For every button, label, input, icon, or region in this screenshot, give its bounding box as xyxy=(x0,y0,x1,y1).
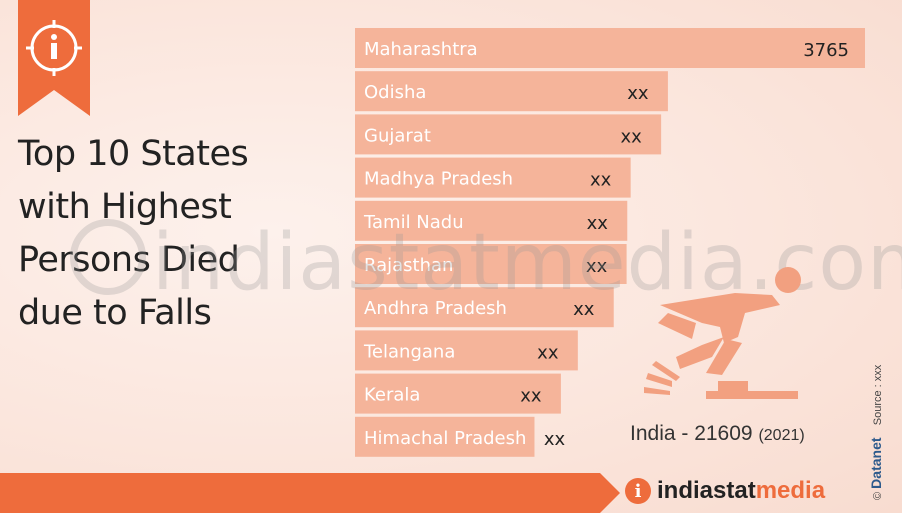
copyright-symbol: © xyxy=(872,491,884,500)
value-label: xx xyxy=(620,126,642,147)
title-line: with Highest xyxy=(18,187,232,227)
footer-notch xyxy=(600,473,620,513)
value-label: xx xyxy=(544,429,566,450)
category-label: Maharashtra xyxy=(364,39,478,60)
bar-gujarat xyxy=(355,114,662,155)
falling-person-icon xyxy=(640,265,805,415)
logo-info-icon: i xyxy=(625,478,651,504)
value-label: xx xyxy=(537,342,559,363)
value-label: xx xyxy=(590,170,612,191)
info-badge xyxy=(18,0,90,116)
footer-bar xyxy=(0,473,600,513)
side-credit: © Datanet Source : xxx xyxy=(868,365,884,500)
category-label: Telangana xyxy=(363,341,455,362)
india-total-year: (2021) xyxy=(758,427,805,444)
value-label: 3765 xyxy=(803,40,849,61)
value-label: xx xyxy=(627,83,649,104)
category-label: Rajasthan xyxy=(364,255,453,276)
chart-title: Top 10 States with Highest Persons Died … xyxy=(18,128,249,340)
logo-text-part1: indiastat xyxy=(657,477,756,504)
bar-telangana xyxy=(355,330,578,371)
category-label: Odisha xyxy=(364,82,426,103)
category-label: Madhya Pradesh xyxy=(364,169,513,190)
logo-text-part2: media xyxy=(755,477,826,504)
india-total: India - 21609 (2021) xyxy=(630,422,805,446)
category-label: Himachal Pradesh xyxy=(364,428,526,449)
category-label: Tamil Nadu xyxy=(363,212,464,233)
category-label: Gujarat xyxy=(364,125,431,146)
source-note: Source : xxx xyxy=(872,364,884,426)
value-label: xx xyxy=(520,386,542,407)
value-label: xx xyxy=(587,213,609,234)
bar-andhra-pradesh xyxy=(355,287,614,328)
title-line: Top 10 States xyxy=(18,134,249,174)
bar-tamil-nadu xyxy=(355,200,628,241)
bar-rajasthan xyxy=(355,244,627,284)
category-label: Andhra Pradesh xyxy=(364,298,507,319)
title-line: due to Falls xyxy=(18,293,212,333)
category-label: Kerala xyxy=(364,385,420,406)
value-label: xx xyxy=(573,299,595,320)
india-total-label: India - 21609 xyxy=(630,422,753,445)
bar-himachal-pradesh xyxy=(355,416,535,457)
datanet-brand: Datanet xyxy=(868,437,884,489)
bar-kerala xyxy=(355,373,561,414)
value-label: xx xyxy=(586,256,608,277)
bar-odisha xyxy=(355,71,668,112)
title-line: Persons Died xyxy=(18,240,240,280)
bar-maharashtra xyxy=(355,28,865,68)
brand-logo: i indiastat media xyxy=(625,476,825,506)
bar-madhya-pradesh xyxy=(355,157,631,198)
